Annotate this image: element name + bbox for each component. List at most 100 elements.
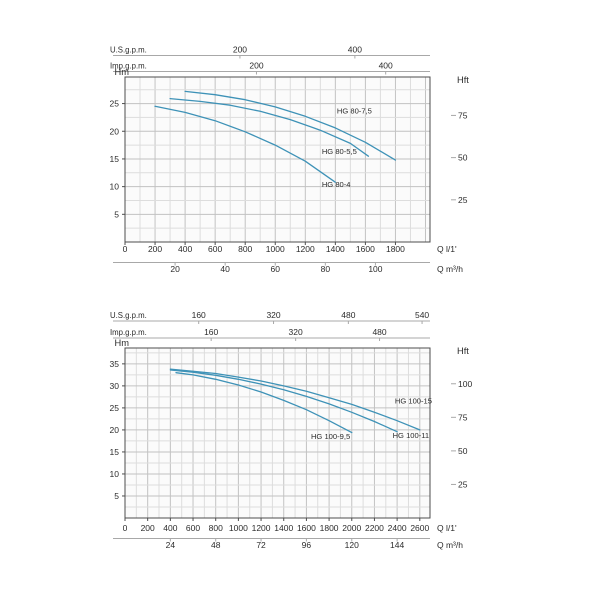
q-lmin-tick-label: 2400	[388, 523, 407, 533]
q-lmin-tick-label: 0	[123, 244, 128, 254]
hm-tick-label: 35	[110, 359, 120, 369]
q-m3h-tick-label: 144	[390, 540, 404, 550]
q-m3h-axis: 20 40 60 80 100 Q m³/h	[113, 262, 463, 274]
curve-label-hg-100-15: HG 100-15	[395, 396, 432, 405]
plot-area	[125, 77, 430, 242]
q-lmin-tick-label: 1600	[297, 523, 316, 533]
hft-tick-label: 50	[458, 446, 468, 456]
curve-label-hg-80-5-5: HG 80-5,5	[322, 147, 357, 156]
curve-label-hg-100-11: HG 100-11	[393, 431, 430, 440]
hm-tick-label: 10	[110, 182, 120, 192]
q-lmin-axis-title: Q l/1'	[437, 523, 457, 533]
hm-tick-label: 25	[110, 99, 120, 109]
us-tick-label: 160	[192, 310, 206, 320]
us-tick-label: 400	[348, 45, 362, 55]
hm-axis-title: Hm	[115, 67, 130, 77]
curve-hg-80-5-5	[169, 97, 370, 157]
q-lmin-tick-label: 800	[209, 523, 223, 533]
plot-frame	[124, 347, 431, 519]
q-m3h-tick-label: 100	[368, 264, 382, 274]
hft-tick-label: 100	[458, 379, 472, 389]
hm-axis-title: Hm	[115, 338, 130, 348]
imp-tick-label: 160	[204, 327, 218, 337]
q-lmin-tick-label: 400	[178, 244, 192, 254]
hft-tick-label: 25	[458, 479, 468, 489]
q-m3h-tick-label: 96	[302, 540, 312, 550]
us-tick-label: 200	[233, 45, 247, 55]
q-m3h-axis-title: Q m³/h	[437, 264, 463, 274]
us-tick-label: 540	[415, 310, 429, 320]
q-lmin-tick-label: 1000	[229, 523, 248, 533]
imp-tick-label: 320	[289, 327, 303, 337]
hft-axis: Hft 25 50 75	[451, 75, 469, 205]
curve-label-hg-100-9-5: HG 100-9,5	[311, 432, 350, 441]
q-lmin-tick-label: 800	[238, 244, 252, 254]
us-axis-title: U.S.g.p.m.	[110, 46, 147, 55]
q-lmin-tick-label: 1800	[386, 244, 405, 254]
q-lmin-tick-label: 1200	[296, 244, 315, 254]
imp-gpm-axis: Imp.g.p.m. 200 400	[110, 61, 430, 75]
q-m3h-tick-label: 72	[256, 540, 266, 550]
curve-hg-100-9-5	[175, 372, 353, 434]
q-lmin-tick-label: 400	[163, 523, 177, 533]
imp-tick-label: 480	[372, 327, 386, 337]
q-m3h-tick-label: 120	[345, 540, 359, 550]
q-lmin-tick-label: 2600	[410, 523, 429, 533]
q-lmin-tick-label: 0	[123, 523, 128, 533]
hft-axis-title: Hft	[457, 75, 469, 85]
q-lmin-tick-label: 1400	[274, 523, 293, 533]
us-tick-label: 320	[266, 310, 280, 320]
hm-tick-label: 15	[110, 154, 120, 164]
q-m3h-axis-title: Q m³/h	[437, 540, 463, 550]
curve-hg-100-15	[169, 368, 421, 431]
q-m3h-tick-label: 60	[271, 264, 281, 274]
curve-label-hg-80-7-5: HG 80-7,5	[337, 107, 372, 116]
q-m3h-tick-label: 20	[170, 264, 180, 274]
us-gpm-axis: U.S.g.p.m. 200 400	[110, 45, 430, 59]
q-m3h-tick-label: 24	[166, 540, 176, 550]
hm-tick-label: 10	[110, 469, 120, 479]
q-lmin-tick-label: 200	[148, 244, 162, 254]
hft-tick-label: 25	[458, 195, 468, 205]
imp-axis-title: Imp.g.p.m.	[110, 62, 147, 71]
grid	[125, 77, 430, 242]
q-lmin-tick-label: 200	[141, 523, 155, 533]
curve-hg-100-11	[169, 369, 398, 433]
hft-axis: Hft 25 50 75 100	[451, 346, 472, 489]
q-m3h-tick-label: 80	[321, 264, 331, 274]
hm-tick-label: 30	[110, 381, 120, 391]
grid	[125, 348, 430, 518]
us-axis-title: U.S.g.p.m.	[110, 311, 147, 320]
plot-area	[125, 348, 430, 518]
hm-tick-label: 20	[110, 425, 120, 435]
q-lmin-tick-label: 600	[208, 244, 222, 254]
q-m3h-tick-label: 48	[211, 540, 221, 550]
q-lmin-tick-label: 1200	[252, 523, 271, 533]
hm-tick-label: 5	[114, 209, 119, 219]
q-lmin-tick-label: 1600	[356, 244, 375, 254]
q-m3h-axis: 24 48 72 96 120 144 Q m³/h	[113, 538, 463, 550]
hm-tick-label: 20	[110, 126, 120, 136]
hm-tick-label: 25	[110, 403, 120, 413]
imp-tick-label: 400	[379, 61, 393, 71]
q-m3h-tick-label: 40	[220, 264, 230, 274]
q-lmin-tick-label: 2000	[342, 523, 361, 533]
imp-tick-label: 200	[249, 61, 263, 71]
hft-tick-label: 75	[458, 110, 468, 120]
curve-hg-80-7-5	[184, 90, 397, 161]
q-lmin-tick-label: 1800	[320, 523, 339, 533]
imp-gpm-axis: Imp.g.p.m. 160 320 480	[110, 327, 430, 341]
q-lmin-tick-label: 600	[186, 523, 200, 533]
hft-axis-title: Hft	[457, 346, 469, 356]
curve-hg-80-4	[154, 105, 336, 183]
q-lmin-tick-label: 1000	[266, 244, 285, 254]
q-lmin-axis: 0 200 400 600 800 1000 1200 1400 1600 1800 2000 220…	[123, 518, 457, 533]
q-lmin-axis-title: Q l/1'	[437, 244, 457, 254]
curve-label-hg-80-4: HG 80-4	[322, 180, 351, 189]
q-lmin-axis: 0 200 400 600 800 1000 1200 1400 1600 1800 Q l/1'	[123, 242, 457, 254]
hm-axis: Hm 5 10 15 20 25	[110, 67, 130, 219]
